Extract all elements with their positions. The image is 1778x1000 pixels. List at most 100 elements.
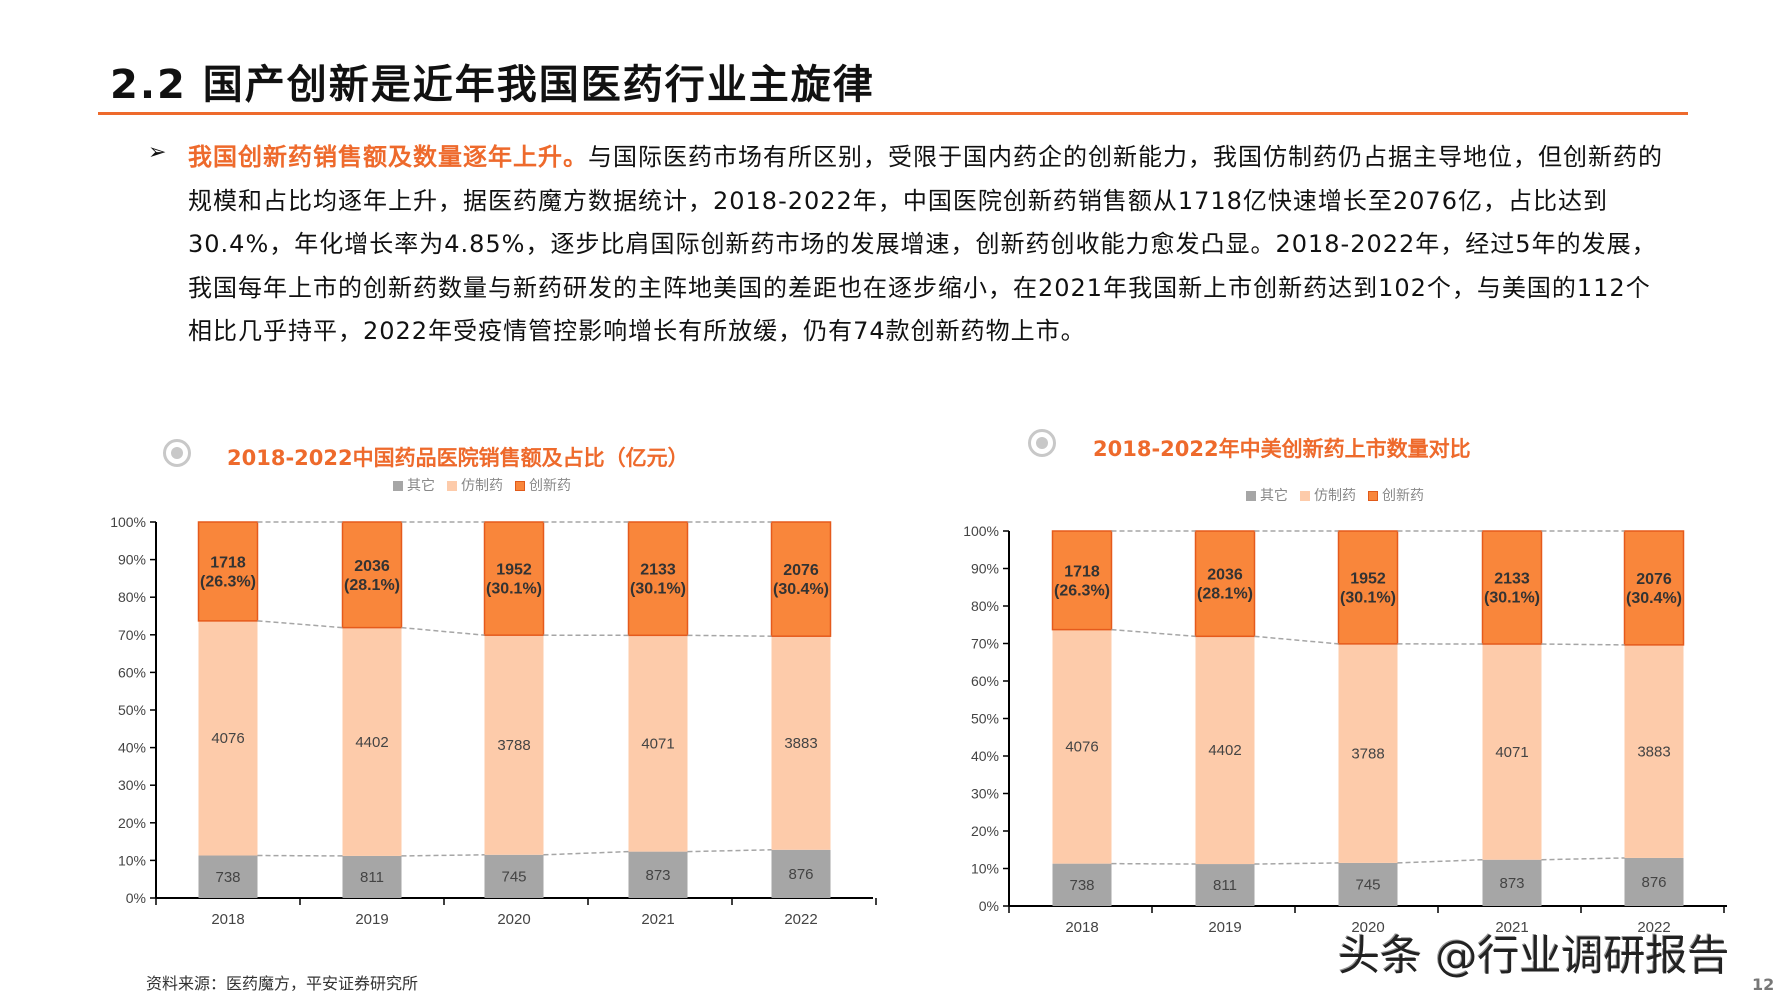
data-label-share: (30.4%) [1626,590,1682,607]
data-label: 2133 [640,562,676,579]
y-tick-label: 30% [118,777,146,793]
data-label: 1952 [496,562,532,579]
bar-generic [342,627,402,856]
series-connector-line [257,620,343,629]
x-tick-label: 2018 [1065,919,1098,936]
data-label-share: (28.1%) [1197,586,1253,603]
bar-innovative [1194,530,1256,638]
data-label-share: (30.1%) [630,581,686,598]
data-label: 2076 [1636,571,1672,588]
x-tick-label: 2019 [355,911,388,928]
bar-innovative [1481,530,1543,645]
data-label-share: (30.1%) [486,581,542,598]
y-tick-label: 60% [971,673,999,689]
bar-other [1482,859,1542,906]
bar-other [1052,863,1112,906]
data-label: 4076 [1065,739,1098,756]
series-connector-line [687,849,772,853]
data-label: 4076 [211,730,244,747]
y-tick-label: 60% [118,664,146,680]
chart1-legend: 其它 仿制药 创新药 [393,475,571,495]
bar-innovative [1623,530,1685,646]
y-tick-label: 0% [126,890,146,906]
data-label: 876 [788,866,813,883]
y-tick-label: 20% [971,823,999,839]
y-tick-label: 50% [971,711,999,727]
series-connector-line [401,854,485,857]
bar-innovative [1051,530,1113,631]
series-connector-line [401,626,485,636]
bar-generic [1052,629,1112,864]
chart2-radio-icon [1028,429,1056,457]
y-tick-label: 70% [118,627,146,643]
bar-generic [771,636,831,850]
series-connector-line [1254,862,1339,865]
y-tick-label: 40% [971,748,999,764]
data-label: 745 [1355,876,1380,893]
data-label: 3788 [1351,745,1384,762]
data-label: 1718 [210,554,246,571]
slide-title: 2.2 国产创新是近年我国医药行业主旋律 [110,62,875,108]
data-label: 738 [1069,877,1094,894]
bar-other [771,849,831,898]
chart2-legend: 其它 仿制药 创新药 [1246,485,1424,505]
x-tick-label: 2020 [1351,919,1384,936]
data-label-share: (30.4%) [773,581,829,598]
y-tick-label: 50% [118,702,146,718]
data-label-share: (26.3%) [1054,582,1110,599]
bar-generic [1338,643,1398,863]
bar-generic [484,635,544,855]
source-note: 资料来源：医药魔方，平安证券研究所 [146,974,419,993]
x-tick-label: 2022 [784,911,817,928]
data-label-share: (28.1%) [344,577,400,594]
data-label: 1718 [1064,563,1100,580]
data-label: 3788 [497,737,530,754]
body-text: 与国际医药市场有所区别，受限于国内药企的创新能力，我国仿制药仍占据主导地位，但创… [188,143,1663,345]
bar-other [342,855,402,898]
page-number: 12 [1752,975,1775,994]
y-tick-label: 80% [971,598,999,614]
data-label: 876 [1641,874,1666,891]
bar-generic [1624,644,1684,858]
highlight-sentence: 我国创新药销售额及数量逐年上升。 [188,143,588,171]
bullet-arrow-icon: ➢ [148,140,167,165]
y-tick-label: 10% [118,852,146,868]
legend-item-innovative: 创新药 [1368,485,1424,505]
series-connector-line [543,850,629,856]
legend-item-other: 其它 [1246,485,1288,505]
series-connector-line [1397,858,1483,864]
series-connector-line [1111,628,1196,638]
bar-innovative [197,521,259,622]
data-label: 4071 [641,735,674,752]
chart2-title: 2018-2022年中美创新药上市数量对比 [1093,437,1471,461]
data-label: 738 [215,869,240,886]
y-tick-label: 40% [118,740,146,756]
x-tick-label: 2018 [211,911,244,928]
bar-other [1624,857,1684,906]
legend-item-innovative: 创新药 [515,475,571,495]
y-tick-label: 70% [971,636,999,652]
data-label: 2076 [783,562,819,579]
bar-other [1195,864,1255,906]
y-tick-label: 0% [979,898,999,914]
series-connector-line [687,634,772,637]
data-label: 2133 [1494,571,1530,588]
data-label-share: (30.1%) [1484,590,1540,607]
y-tick-label: 100% [963,523,999,539]
legend-item-other: 其它 [393,475,435,495]
data-label: 4071 [1495,744,1528,761]
data-label: 2036 [354,558,390,575]
data-label: 3883 [784,735,817,752]
y-tick-label: 80% [118,589,146,605]
bar-generic [1195,636,1255,865]
y-tick-label: 20% [118,815,146,831]
data-label: 1952 [1350,570,1386,587]
bar-innovative [770,521,832,637]
legend-item-generic: 仿制药 [1300,485,1356,505]
data-label: 4402 [1208,742,1241,759]
bar-other [1338,862,1398,906]
x-tick-label: 2021 [641,911,674,928]
bar-innovative [341,521,403,629]
